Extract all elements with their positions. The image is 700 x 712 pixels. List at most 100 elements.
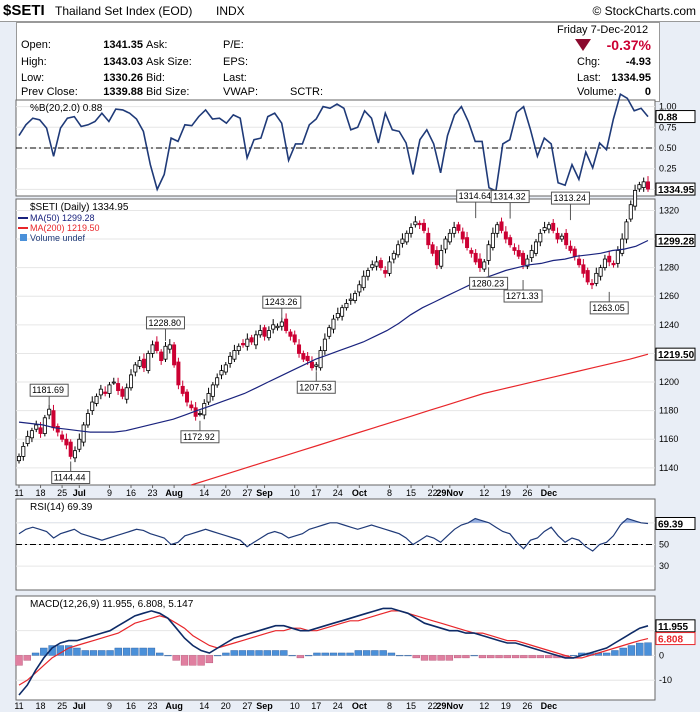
x-tick-label-bottom: 15: [406, 701, 416, 711]
macd-histogram-bar: [412, 655, 420, 659]
candle-body: [503, 231, 508, 240]
candle-body: [129, 374, 134, 389]
macd-histogram-bar: [296, 655, 305, 659]
candle-body: [223, 364, 228, 373]
x-tick-label: Aug: [165, 488, 183, 498]
%b-last-label-box: [655, 110, 696, 124]
x-tick-label: 24: [333, 488, 343, 498]
last-value: 1334.95: [611, 72, 651, 84]
annotation-label: 1243.26: [265, 297, 298, 307]
candle-body: [241, 343, 246, 346]
candle-body: [154, 341, 159, 351]
vwap-label: VWAP:: [223, 86, 259, 98]
macd-histogram-bar: [644, 642, 652, 656]
candle-body: [551, 222, 556, 231]
annotation-label: 1263.05: [592, 303, 625, 313]
candle-body: [577, 258, 582, 266]
candle-body: [137, 360, 142, 367]
candle-body: [348, 298, 353, 301]
annotation-label: 1271.33: [506, 291, 539, 301]
candle-body: [236, 345, 241, 351]
candle-body: [430, 244, 435, 254]
header-bar: $SETI Thailand Set Index (EOD) INDX © St…: [0, 0, 700, 22]
exchange-label: INDX: [216, 4, 245, 18]
candle-body: [383, 270, 388, 274]
x-tick-label-bottom: 29Nov: [436, 701, 463, 711]
macd-histogram-bar: [40, 647, 48, 656]
candle-body: [150, 344, 155, 354]
candle-body: [460, 231, 465, 240]
candle-body: [331, 318, 336, 330]
candle-body: [279, 321, 284, 327]
macd-last-label: 11.955: [658, 622, 688, 633]
macd-histogram-bar: [346, 652, 354, 656]
macd-histogram-bar: [495, 655, 503, 659]
annotation-label: 1280.23: [472, 278, 505, 288]
macd-histogram-bar: [396, 655, 404, 657]
x-tick-label-bottom: 8: [387, 701, 392, 711]
high-label: High:: [21, 56, 47, 68]
annotation-label: 1144.44: [54, 472, 86, 482]
macd-histogram-bar: [329, 652, 338, 656]
candle-body: [55, 425, 60, 433]
x-tick-label-bottom: 10: [290, 701, 300, 711]
candle-body: [473, 252, 478, 263]
ma50-line: [18, 239, 649, 433]
candle-body: [124, 387, 129, 400]
candle-body: [141, 358, 146, 369]
annotation-label: 1228.80: [148, 318, 181, 328]
pe-label: P/E:: [223, 39, 244, 51]
macd-histogram-bar: [371, 650, 379, 656]
macd-histogram-bar: [404, 655, 412, 657]
annotation-box: [296, 380, 336, 394]
macd-histogram-bar: [222, 652, 230, 656]
x-tick-label: 16: [126, 488, 136, 498]
x-tick-label: 26: [522, 488, 532, 498]
macd-histogram-bar: [619, 647, 627, 656]
x-tick-label: 18: [36, 488, 46, 498]
x-tick-label-bottom: Sep: [256, 701, 273, 711]
candle-body: [51, 410, 56, 429]
annotation-label: 1172.92: [183, 432, 215, 442]
candle-body: [413, 221, 418, 226]
macd-histogram-bar: [611, 650, 619, 656]
macd-line: [18, 607, 649, 696]
bid-size-label: Bid Size:: [146, 86, 190, 98]
y-tick-label: 1180: [659, 406, 678, 416]
macd-histogram-bar: [23, 655, 31, 661]
candle-body: [529, 250, 534, 259]
candle-body: [77, 438, 82, 450]
rsi-last-label-box: [655, 516, 696, 530]
candle-body: [533, 241, 538, 254]
macd-histogram-bar: [114, 647, 122, 656]
low-value: 1330.26: [103, 72, 143, 84]
candle-body: [353, 292, 358, 301]
candle-body: [219, 370, 224, 376]
x-tick-label: 22: [428, 488, 438, 498]
ma200-line: [191, 353, 649, 486]
ask-label: Ask:: [146, 39, 168, 51]
annotation-label: 1181.69: [32, 385, 64, 395]
candle-body: [60, 434, 65, 440]
candle-body: [434, 250, 439, 266]
candle-body: [538, 232, 543, 243]
candle-body: [589, 282, 594, 286]
candle-body: [400, 238, 405, 244]
macd-histogram-bar: [627, 645, 636, 656]
x-tick-label: 17: [311, 488, 321, 498]
price-title: $SETI (Daily) 1334.95: [30, 202, 129, 213]
annotation-box: [589, 301, 629, 315]
macd-histogram-bar: [230, 650, 238, 656]
candle-body: [555, 232, 560, 240]
x-tick-label-bottom: 9: [107, 701, 112, 711]
candle-body: [572, 248, 577, 257]
macd-histogram-bar: [321, 652, 329, 656]
macd-histogram-bar: [15, 655, 23, 666]
candle-body: [262, 327, 267, 337]
x-tick-label: 11: [14, 488, 23, 498]
y-tick-label: 0.50: [659, 143, 677, 153]
annotation-box: [469, 276, 509, 290]
candle-body: [314, 364, 319, 367]
macd-histogram-bar: [569, 655, 578, 657]
macd-histogram-bar: [247, 650, 255, 656]
